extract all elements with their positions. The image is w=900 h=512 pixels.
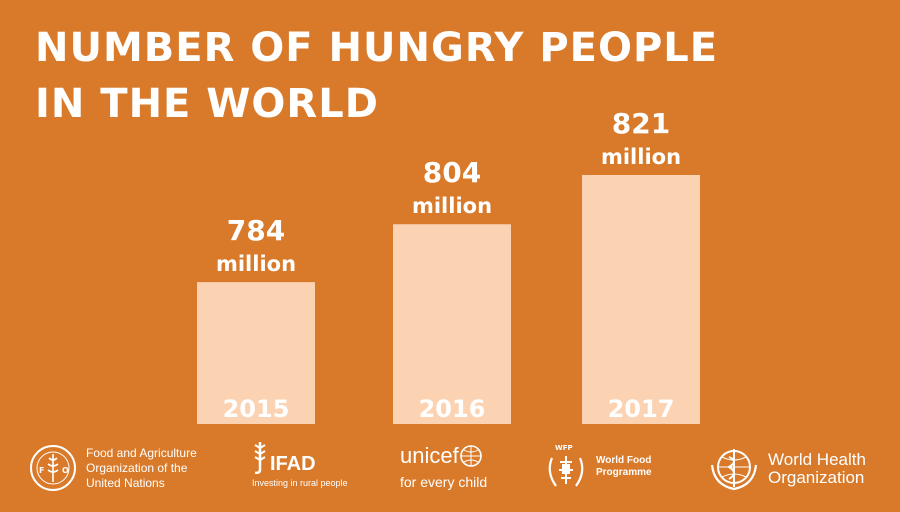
fao-name-line-2: Organization of the [86, 460, 188, 475]
bar-2017 [582, 175, 700, 424]
value-label-2017: 821 [612, 107, 670, 140]
bar-2015 [197, 282, 315, 424]
category-label-2016: 2016 [419, 395, 486, 423]
value-label-2016: 804 [423, 156, 481, 189]
value-unit-2015: million [216, 252, 296, 276]
value-label-2015: 784 [227, 214, 285, 247]
title-line-1: NUMBER OF HUNGRY PEOPLE [35, 25, 719, 71]
fao-emblem-icon: F O [30, 445, 76, 491]
who-logo: World Health Organization [706, 443, 866, 495]
ifad-wordmark: IFAD [270, 453, 316, 475]
unicef-wordmark: unicef [400, 443, 459, 468]
wfp-logo: WFP World Food Programme [542, 442, 652, 492]
fao-name-line-3: United Nations [86, 475, 165, 490]
category-label-2015: 2015 [223, 395, 290, 423]
ifad-grain-icon [254, 442, 266, 474]
who-name-line-1: World Health [768, 450, 866, 469]
value-unit-2016: million [412, 194, 492, 218]
unicef-tagline: for every child [400, 474, 488, 490]
title-line-2: IN THE WORLD [35, 81, 379, 127]
category-label-2017: 2017 [608, 395, 675, 423]
who-emblem-icon [710, 449, 758, 491]
wfp-abbreviation: WFP [555, 444, 573, 452]
svg-text:F: F [39, 466, 44, 475]
wfp-name-line-2: Programme [596, 467, 652, 478]
who-name-line-2: Organization [768, 468, 865, 487]
value-unit-2017: million [601, 145, 681, 169]
wfp-name-line-1: World Food [596, 455, 652, 466]
wfp-wreath-icon: WFP [548, 444, 584, 487]
unicef-logo: unicef for every child [400, 443, 488, 491]
bar-2016 [393, 224, 511, 424]
fao-logo: F O Food and Agriculture Organization of… [28, 443, 197, 493]
svg-text:O: O [62, 466, 69, 475]
bar-chart: 2015 784 million 2016 804 million 2017 821 milli… [197, 107, 700, 424]
ifad-tagline: Investing in rural people [252, 478, 348, 488]
ifad-logo: IFAD Investing in rural people [252, 440, 348, 488]
unicef-globe-icon [459, 445, 482, 467]
fao-name-line-1: Food and Agriculture [86, 445, 197, 460]
